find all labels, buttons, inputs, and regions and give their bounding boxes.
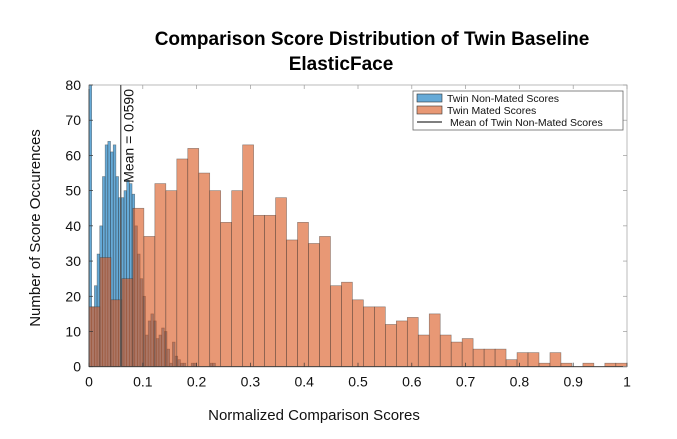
axes	[88, 84, 628, 368]
mated-bar-11	[209, 190, 222, 367]
mated-bar-31	[428, 313, 441, 368]
mated-bar-34	[461, 338, 474, 367]
mated-bar-27	[385, 324, 397, 368]
mated-bar-14	[242, 144, 254, 367]
y-tick-label: 10	[65, 323, 81, 339]
mated-bar-42	[549, 352, 562, 367]
mated-bar-30	[417, 334, 430, 368]
mated-bar-40	[527, 352, 540, 367]
x-axis-label: Normalized Comparison Scores	[208, 407, 420, 424]
x-tick-label: 0.6	[402, 374, 422, 390]
legend-label-nonmated: Twin Non-Mated Scores	[447, 93, 559, 105]
mated-bar-16	[264, 214, 276, 368]
x-tick-label: 0.8	[510, 374, 530, 390]
mean-label: Mean = 0.0590	[121, 89, 137, 183]
x-tick-label: 0.9	[563, 374, 583, 390]
y-tick-label: 60	[65, 147, 81, 163]
legend-swatch-nonmated	[416, 93, 443, 103]
mated-bar-24	[352, 299, 364, 368]
mated-bar-7	[165, 190, 178, 367]
mated-bar-0	[88, 306, 101, 367]
mated-bar-21	[319, 236, 331, 368]
mated-bar-36	[483, 348, 496, 368]
mated-bar-15	[253, 214, 265, 368]
mated-bar-35	[472, 348, 485, 368]
mated-bar-18	[286, 239, 298, 367]
x-tick-label: 0.7	[456, 374, 476, 390]
y-tick-label: 40	[65, 218, 81, 234]
y-axis-label: Number of Score Occurences	[27, 129, 44, 327]
mated-bar-9	[187, 148, 200, 368]
mated-bar-43	[560, 362, 573, 367]
legend: Twin Non-Mated Scores Twin Mated Scores …	[412, 90, 624, 131]
mated-bar-5	[143, 236, 156, 368]
mated-bar-47	[604, 362, 617, 367]
mated-bar-26	[374, 306, 386, 367]
y-tick-label: 80	[65, 77, 81, 93]
y-tick-label: 50	[65, 183, 81, 199]
legend-label-mean: Mean of Twin Non-Mated Scores	[450, 117, 603, 129]
y-tick-label: 20	[65, 288, 81, 304]
mated-bar-48	[615, 362, 628, 367]
mated-bar-10	[198, 172, 211, 367]
mated-bar-33	[450, 341, 463, 367]
x-tick-label: 0	[85, 374, 93, 390]
x-tick-label: 0.2	[187, 374, 207, 390]
x-tick-labels: 0 0.1 0.2 0.3 0.4 0.5 0.6 0.7 0.8 0.9 1	[85, 374, 631, 390]
y-tick-labels: 0 10 20 30 40 50 60 70 80	[65, 77, 81, 375]
mated-bar-23	[341, 281, 353, 368]
mated-bar-17	[275, 197, 287, 367]
mated-bar-12	[220, 222, 232, 367]
chart-title: Comparison Score Distribution of Twin Ba…	[155, 29, 590, 50]
mated-bar-8	[176, 158, 189, 367]
x-tick-label: 0.4	[294, 374, 314, 390]
y-tick-label: 70	[65, 112, 81, 128]
y-tick-label: 30	[65, 253, 81, 269]
legend-swatch-mated	[416, 105, 443, 115]
mated-bar-3	[121, 278, 134, 368]
mated-bar-6	[154, 183, 167, 367]
mated-bar-37	[494, 348, 507, 368]
mated-bar-41	[538, 362, 551, 367]
mated-bar-20	[308, 243, 320, 368]
mated-bar-22	[330, 285, 342, 367]
mated-bar-39	[516, 352, 529, 367]
x-tick-label: 1	[623, 374, 631, 390]
y-tick-label: 0	[73, 359, 81, 375]
x-tick-label: 0.3	[241, 374, 261, 390]
mated-bar-32	[439, 334, 452, 368]
mated-bar-29	[406, 317, 419, 367]
legend-label-mated: Twin Mated Scores	[447, 105, 536, 117]
mated-bar-38	[505, 359, 518, 368]
mated-bar-4	[132, 207, 145, 367]
mated-bar-1	[99, 257, 112, 368]
chart-subtitle: ElasticFace	[289, 54, 394, 75]
x-tick-label: 0.5	[348, 374, 368, 390]
mated-bar-19	[297, 222, 309, 367]
mated-bar-25	[363, 306, 375, 367]
x-tick-label: 0.1	[133, 374, 153, 390]
mated-bars	[88, 144, 628, 368]
mated-bar-28	[396, 320, 408, 367]
mated-bar-13	[231, 190, 243, 367]
mated-bar-45	[582, 362, 595, 367]
